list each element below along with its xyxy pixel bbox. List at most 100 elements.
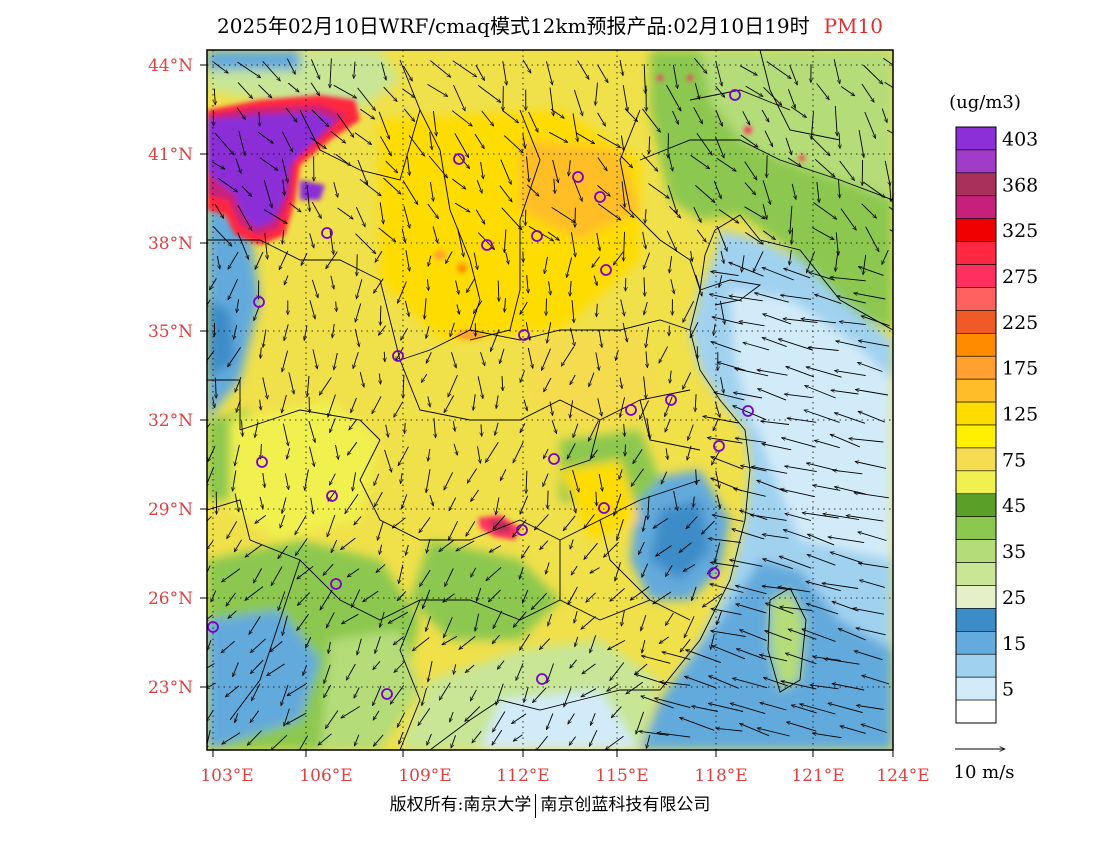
wind-vector	[305, 469, 309, 491]
wind-vector	[405, 422, 406, 434]
wind-vector	[751, 467, 788, 474]
lat-label-35: 35°N	[148, 322, 193, 342]
wind-vector	[714, 401, 720, 417]
wind-vector	[432, 110, 436, 136]
wind-vector	[549, 87, 554, 116]
wind-vector	[237, 232, 249, 260]
city-marker	[392, 350, 404, 362]
wind-vector	[476, 180, 482, 193]
colorbar-label: 25	[1002, 587, 1026, 609]
wind-vector	[207, 423, 211, 429]
wind-vector	[642, 108, 660, 133]
wind-vector	[459, 636, 476, 649]
wind-vector	[790, 106, 807, 118]
wind-vector	[311, 201, 322, 218]
wind-vector	[668, 205, 681, 218]
wind-vector	[233, 539, 242, 552]
wind-vector	[450, 711, 454, 722]
wind-vector	[282, 131, 294, 152]
wind-vector	[839, 133, 840, 148]
wind-vector	[710, 634, 715, 649]
wind-vector	[760, 655, 788, 662]
wind-vector	[696, 133, 712, 155]
wind-vector	[740, 134, 758, 147]
wind-vector	[330, 130, 346, 143]
wind-vector	[336, 113, 354, 138]
wind-vector	[207, 515, 212, 522]
wind-vector	[351, 589, 361, 608]
wind-vector	[426, 733, 432, 745]
wind-vector	[522, 133, 526, 149]
wind-vector	[235, 444, 240, 466]
wind-vector	[405, 250, 410, 271]
wind-vector	[311, 109, 329, 127]
wind-vector	[682, 300, 695, 322]
wind-vector	[620, 397, 626, 417]
wind-vector	[682, 372, 692, 389]
wind-vector	[323, 684, 332, 698]
wind-vector	[720, 377, 724, 393]
wind-vector	[686, 516, 698, 529]
wind-vector	[834, 105, 837, 136]
wind-vector	[762, 267, 795, 281]
lat-label-23: 23°N	[148, 678, 193, 698]
wind-vector	[550, 108, 564, 118]
wind-vector	[228, 610, 237, 619]
wind-vector	[349, 419, 357, 430]
wind-vector	[577, 60, 590, 80]
wind-vector	[443, 395, 454, 413]
wind-vector	[540, 348, 551, 371]
wind-vector	[569, 374, 576, 385]
wind-vector	[406, 156, 409, 175]
wind-vector	[278, 591, 286, 611]
wind-vector	[889, 181, 891, 202]
wind-vector	[467, 468, 477, 484]
wind-vector	[253, 568, 262, 584]
wind-vector	[353, 351, 359, 369]
city-marker	[625, 404, 637, 416]
wind-vector	[620, 299, 625, 317]
wind-vector	[597, 112, 606, 126]
wind-vector	[858, 341, 890, 347]
wind-vector	[715, 110, 723, 126]
wind-vector	[859, 580, 885, 588]
city-marker	[742, 405, 754, 417]
wind-vector	[527, 347, 533, 368]
wind-vector	[421, 373, 428, 382]
wind-vector	[657, 733, 691, 738]
wind-vector	[492, 610, 503, 629]
wind-vector	[715, 85, 725, 97]
wind-vector	[637, 541, 645, 555]
wind-vector	[595, 82, 598, 106]
wind-vector	[807, 555, 836, 566]
wind-vector	[672, 64, 677, 89]
wind-vector	[856, 705, 884, 710]
wind-vector	[633, 449, 643, 463]
wind-vector	[711, 631, 746, 637]
wind-vector	[443, 593, 455, 602]
wind-vector	[666, 448, 668, 459]
wind-vector	[282, 230, 284, 244]
wind-vector	[735, 438, 767, 443]
wind-vector	[672, 110, 680, 125]
colorbar-swatch	[955, 287, 997, 311]
wind-vector	[732, 529, 765, 540]
wind-vector	[492, 729, 503, 745]
wind-vector	[304, 325, 308, 341]
wind-vector	[330, 275, 334, 289]
wind-vector	[780, 295, 812, 300]
wind-vector	[428, 449, 430, 461]
wind-vector	[379, 202, 383, 224]
wind-vector	[263, 473, 265, 488]
wind-vector	[454, 202, 470, 213]
wind-vector	[839, 160, 855, 181]
wind-vector	[255, 421, 259, 438]
wind-vector	[335, 153, 351, 166]
wind-vector	[626, 681, 643, 694]
wind-vector	[473, 394, 475, 410]
colorbar-swatch	[955, 149, 997, 174]
wind-vector	[574, 611, 578, 623]
wind-vector	[540, 540, 549, 550]
wind-vector	[642, 231, 646, 249]
wind-vector	[492, 634, 500, 644]
